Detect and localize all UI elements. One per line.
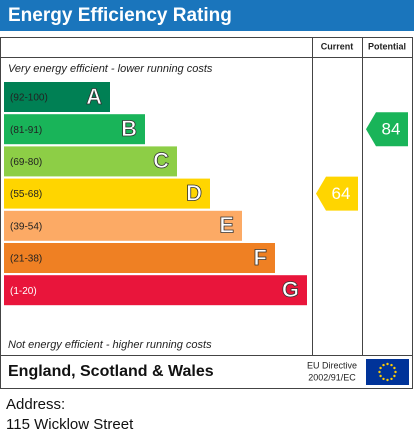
title-bar: [0, 0, 414, 31]
band-letter: B: [121, 116, 137, 141]
address-line: 115 Wicklow Street: [6, 416, 134, 433]
eu-flag: [366, 359, 409, 385]
band-range: (81-91): [10, 125, 42, 136]
column-header: Potential: [368, 41, 406, 51]
flag-star: [390, 363, 393, 367]
region: England, Scotland & Wales: [8, 363, 214, 380]
flag-star: [379, 366, 382, 370]
band-letter: D: [186, 180, 202, 205]
band: [4, 178, 210, 209]
flag-star: [393, 374, 396, 378]
flag-star: [379, 374, 382, 378]
band: [4, 275, 307, 306]
flag-star: [393, 366, 396, 370]
band: [4, 82, 110, 112]
flag-star: [382, 363, 385, 367]
flag-star: [386, 378, 389, 382]
band: [4, 146, 177, 177]
top-note: Very energy efficient - lower running co…: [8, 63, 213, 75]
directive: EU Directive: [307, 360, 357, 370]
band-letter: A: [86, 84, 102, 109]
band-letter: E: [219, 213, 234, 238]
band-range: (69-80): [10, 157, 42, 168]
address-label: Address:: [6, 396, 65, 413]
frame: [0, 37, 413, 389]
flag-star: [378, 370, 381, 374]
band-range: (39-54): [10, 221, 42, 232]
band-letter: F: [254, 245, 267, 270]
flag-star: [390, 377, 393, 381]
column-header: Current: [321, 41, 354, 51]
band: [4, 114, 145, 145]
bottom-note: Not energy efficient - higher running co…: [8, 339, 212, 351]
band: [4, 210, 242, 241]
band-range: (21-38): [10, 254, 42, 265]
rating-value: 84: [382, 120, 401, 139]
flag-star: [394, 370, 397, 374]
band: [4, 243, 275, 273]
band-range: (55-68): [10, 189, 42, 200]
band-range: (92-100): [10, 93, 48, 104]
flag-star: [382, 377, 385, 381]
title: Energy Efficiency Rating: [8, 5, 232, 26]
band-letter: C: [153, 148, 169, 173]
rating-value: 64: [332, 184, 351, 203]
band-range: (1-20): [10, 286, 37, 297]
band-letter: G: [282, 277, 299, 302]
directive: 2002/91/EC: [308, 372, 356, 382]
rating-arrow: [366, 112, 408, 147]
flag-star: [386, 362, 389, 366]
rating-arrow: [316, 176, 358, 211]
